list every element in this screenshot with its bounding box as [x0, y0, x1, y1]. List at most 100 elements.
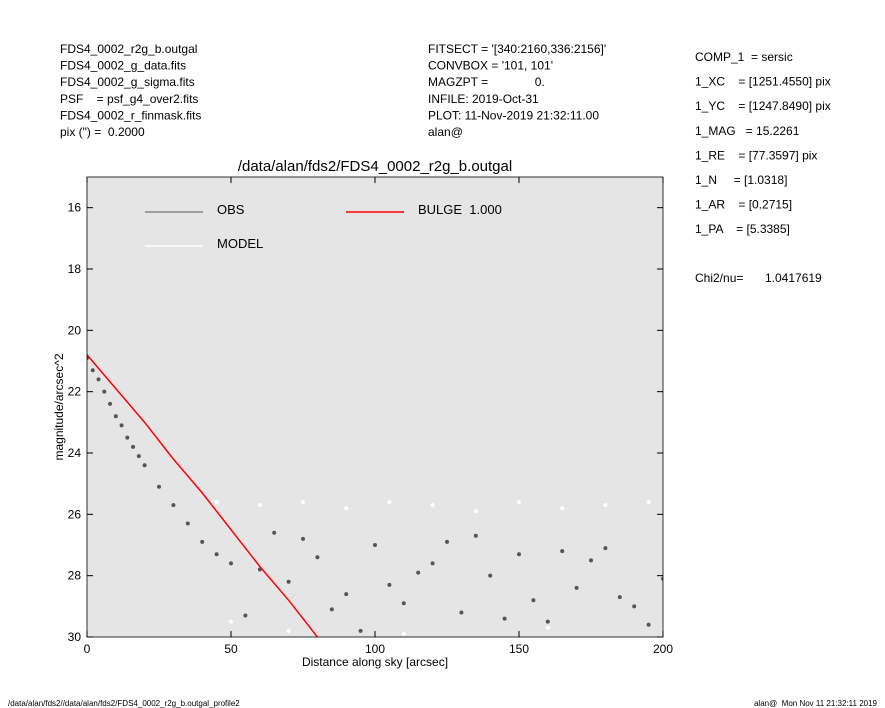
data-point	[286, 628, 291, 633]
data-point	[502, 616, 507, 621]
x-tick-label: 50	[224, 642, 238, 656]
data-point	[157, 484, 161, 489]
data-point	[286, 579, 291, 584]
chi2-value: 1.0417619	[765, 271, 822, 285]
data-point	[517, 552, 521, 557]
header-middle-line: CONVBOX = '101, 101'	[428, 59, 553, 73]
x-axis-label: Distance along sky [arcsec]	[302, 655, 448, 669]
header-middle-line: MAGZPT = 0.	[428, 75, 545, 89]
plot-background	[87, 177, 663, 637]
data-point	[90, 368, 95, 373]
data-point	[102, 389, 107, 394]
data-point	[243, 613, 248, 618]
header-right-line: 1_RE = [77.3597] pix	[695, 148, 817, 162]
data-point	[473, 509, 478, 514]
data-point	[646, 622, 651, 627]
data-point	[214, 552, 219, 557]
header-middle-line: alan@	[428, 125, 463, 139]
data-point	[387, 582, 392, 587]
data-point	[96, 377, 101, 382]
y-tick-label: 16	[68, 201, 82, 215]
data-point	[171, 503, 176, 508]
data-point	[560, 506, 565, 511]
header-middle-line: FITSECT = '[340:2160,336:2156]'	[428, 42, 606, 56]
data-point	[445, 539, 449, 544]
y-tick-label: 30	[68, 630, 82, 644]
data-point	[272, 530, 277, 535]
chi2-label: Chi2/nu=	[695, 271, 743, 285]
data-point	[416, 570, 421, 575]
chart-title: /data/alan/fds2/FDS4_0002_r2g_b.outgal	[238, 158, 512, 175]
data-point	[517, 500, 521, 505]
header-right-line: 1_MAG = 15.2261	[695, 124, 800, 138]
header-right-line: 1_N = [1.0318]	[695, 173, 787, 187]
series-line	[87, 354, 318, 637]
data-point	[329, 607, 334, 612]
y-tick-label: 18	[68, 262, 82, 276]
data-point	[646, 500, 651, 505]
data-point	[131, 444, 136, 449]
data-point	[545, 619, 550, 624]
data-layer	[87, 354, 663, 637]
data-point	[401, 601, 406, 606]
data-point	[142, 463, 147, 468]
data-point	[459, 610, 464, 615]
data-point	[488, 573, 493, 578]
data-point	[632, 604, 637, 609]
data-point	[136, 454, 141, 459]
legend-label: OBS	[217, 202, 245, 217]
legend-label: MODEL	[217, 236, 263, 251]
data-point	[603, 546, 608, 551]
header-left-line: FDS4_0002_g_data.fits	[60, 59, 186, 73]
data-point	[661, 576, 663, 581]
data-point	[108, 401, 113, 406]
header-middle-line: INFILE: 2019-Oct-31	[428, 92, 539, 106]
footer-left: /data/alan/fds2//data/alan/fds2/FDS4_000…	[8, 699, 240, 708]
data-point	[387, 500, 392, 505]
data-point	[358, 628, 363, 633]
y-tick-label: 28	[68, 569, 82, 583]
data-point	[301, 536, 305, 541]
data-point	[560, 549, 565, 554]
y-tick-label: 24	[68, 446, 82, 460]
data-point	[119, 423, 124, 428]
data-point	[344, 506, 349, 511]
y-axis-label: magnitude/arcsec^2	[52, 353, 66, 460]
data-point	[617, 595, 622, 600]
data-point	[473, 533, 478, 538]
x-tick-label: 0	[84, 642, 91, 656]
y-tick-label: 20	[68, 323, 82, 337]
header-left-line: FDS4_0002_r2g_b.outgal	[60, 42, 197, 56]
data-point	[301, 500, 305, 505]
data-point	[430, 503, 435, 508]
data-point	[430, 561, 435, 566]
data-point	[229, 619, 233, 624]
header-right-line: COMP_1 = sersic	[695, 50, 793, 64]
header-right-line: 1_XC = [1251.4550] pix	[695, 75, 831, 89]
data-point	[185, 521, 190, 526]
header-right-line: 1_AR = [0.2715]	[695, 198, 792, 212]
header-right-line: 1_PA = [5.3385]	[695, 222, 790, 236]
x-tick-label: 150	[509, 642, 529, 656]
x-tick-label: 200	[653, 642, 673, 656]
header-left-line: PSF = psf_g4_over2.fits	[60, 92, 198, 106]
data-point	[373, 543, 377, 547]
data-point	[344, 592, 349, 597]
data-point	[603, 503, 608, 508]
data-point	[229, 561, 233, 566]
header-left-line: FDS4_0002_r_finmask.fits	[60, 108, 201, 122]
data-point	[113, 414, 118, 419]
plot: 16 18 20 22 24 26 28 300 50 100 150 200 OBS BULGE 1.0…	[68, 176, 673, 656]
y-tick-label: 22	[68, 385, 82, 399]
y-tick-label: 26	[68, 507, 82, 521]
header-left-line: pix (") = 0.2000	[60, 125, 145, 139]
data-point	[214, 500, 219, 505]
header-right-line: 1_YC = [1247.8490] pix	[695, 99, 831, 113]
data-point	[545, 625, 550, 630]
header-left-line: FDS4_0002_g_sigma.fits	[60, 75, 195, 89]
legend-label: BULGE 1.000	[418, 202, 502, 217]
data-point	[125, 435, 130, 440]
data-point	[401, 631, 406, 636]
data-point	[315, 555, 320, 560]
